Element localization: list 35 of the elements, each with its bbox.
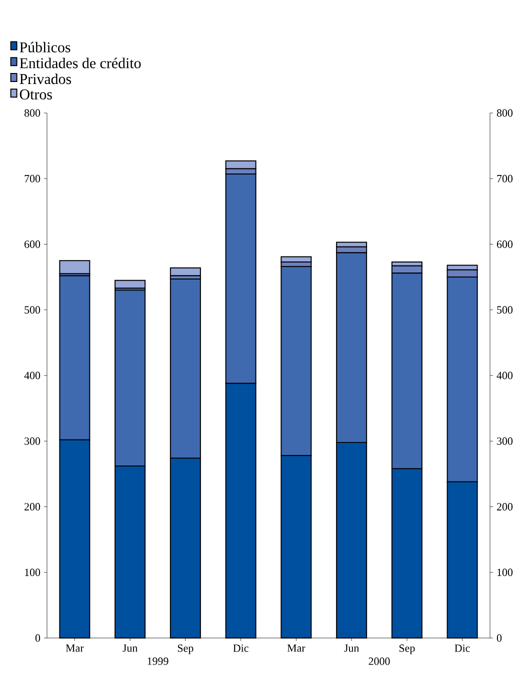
x-tick-label: Dic (454, 644, 470, 652)
bar (59, 260, 90, 274)
y2-tick-label: 100 (25, 568, 40, 576)
y-tick-label: 600 (496, 240, 513, 248)
y-tick-label: 300 (497, 437, 513, 445)
y-tick-label: 100 (497, 568, 513, 576)
y2-tick-label: 500 (24, 306, 40, 314)
y-tick-label: 200 (496, 503, 513, 510)
legend-label: Otros (20, 89, 52, 100)
y-tick-label: 700 (497, 174, 513, 182)
x-tick-label: Dic (233, 644, 248, 652)
text: 2000 (368, 658, 390, 665)
x-tick-label: Jun (122, 644, 138, 652)
y-tick-label: 800 (496, 109, 513, 117)
y-tick-label: 500 (497, 306, 513, 314)
legend-label: Privados (20, 74, 72, 84)
y2-tick-label: 0 (35, 634, 40, 642)
y-tick-label: 400 (496, 372, 513, 380)
x-tick-label: Jun (344, 644, 360, 652)
bar (225, 160, 256, 170)
x-tick-label: Mar (66, 644, 84, 652)
y2-tick-label: 200 (24, 503, 40, 510)
x-tick-label: Sep (399, 644, 415, 654)
legend-label: Entidades de crédito (20, 58, 141, 68)
y2-tick-label: 800 (24, 109, 40, 117)
y2-tick-label: 700 (24, 174, 40, 182)
text: 1999 (148, 658, 168, 665)
x-tick-label: Mar (287, 644, 306, 652)
legend-label: Públicos (20, 42, 70, 52)
y2-tick-label: 300 (24, 437, 40, 445)
y2-tick-label: 600 (24, 240, 40, 248)
x-tick-label: Sep (178, 644, 194, 654)
y2-tick-label: 400 (24, 372, 40, 380)
bar (170, 267, 201, 276)
y-tick-label: 0 (496, 634, 502, 642)
